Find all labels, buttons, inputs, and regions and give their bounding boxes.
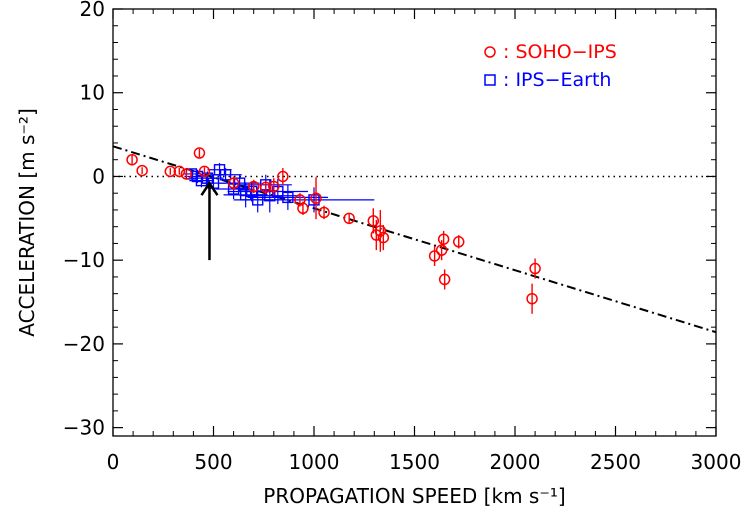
soho-ips-point: [180, 168, 193, 180]
y-tick-label: 0: [92, 164, 105, 188]
y-tick-label: −10: [63, 248, 105, 272]
soho-ips-point: [343, 212, 355, 225]
legend-label-soho-ips: : SOHO−IPS: [503, 41, 617, 63]
soho-ips-point: [260, 181, 272, 194]
soho-ips-point: [374, 225, 387, 237]
soho-ips-point: [435, 244, 448, 256]
soho-ips-point: [136, 164, 148, 177]
legend: : SOHO−IPS : IPS−Earth: [484, 41, 617, 91]
legend-series-name: SOHO−IPS: [515, 41, 616, 63]
plot-frame: [112, 8, 717, 437]
legend-square-marker: [484, 74, 496, 86]
soho-ips-point: [428, 250, 441, 262]
x-tick-label: 500: [194, 450, 232, 474]
y-tick-label: −20: [63, 332, 105, 356]
y-axis-title: ACCELERATION [m s⁻²]: [15, 108, 39, 337]
soho-ips-point: [126, 153, 138, 166]
soho-ips-point: [268, 180, 280, 193]
soho-ips-point: [310, 192, 322, 204]
soho-ips-point: [173, 165, 186, 178]
y-tick-labels: 20 10 0 −10 −20 −30: [63, 0, 105, 440]
soho-ips-point: [318, 206, 330, 219]
ips-earth-point: [282, 191, 294, 204]
ips-earth-point: [219, 169, 232, 181]
y-tick-label: 20: [80, 0, 105, 21]
soho-ips-point: [277, 170, 289, 183]
ips-earth-point: [308, 194, 320, 206]
x-axis-title: PROPAGATION SPEED [km s⁻¹]: [263, 484, 565, 508]
soho-ips-series: [126, 147, 541, 314]
soho-ips-point: [437, 233, 450, 245]
soho-ips-point: [247, 180, 260, 193]
legend-colon: :: [503, 69, 515, 91]
soho-ips-point: [198, 165, 211, 178]
soho-ips-point: [367, 215, 380, 227]
x-tick-label: 1000: [289, 450, 340, 474]
x-tick-label: 1500: [389, 450, 440, 474]
arrow-head: [200, 180, 219, 196]
y-tick-label: −30: [63, 416, 105, 440]
soho-ips-point: [377, 231, 390, 244]
legend-colon: :: [503, 41, 515, 63]
x-tick-label: 2000: [490, 450, 541, 474]
legend-circle-marker: [484, 46, 496, 58]
legend-series-name: IPS−Earth: [515, 69, 611, 91]
x-tick-labels: 0 500 1000 1500 2000 2500 3000: [107, 450, 742, 474]
fit-line: [112, 145, 717, 334]
soho-ips-point: [438, 273, 451, 286]
x-tick-label: 2500: [590, 450, 641, 474]
legend-label-ips-earth: : IPS−Earth: [503, 69, 611, 91]
ips-earth-point: [233, 177, 246, 189]
x-tick-label: 0: [107, 450, 120, 474]
soho-ips-point: [529, 262, 541, 275]
soho-ips-point: [193, 147, 206, 159]
soho-ips-point: [227, 177, 240, 189]
arrow-marker: [200, 180, 219, 261]
soho-ips-point: [297, 202, 309, 215]
soho-ips-point: [526, 292, 538, 305]
axis-ticks: [112, 8, 717, 436]
x-tick-label: 3000: [691, 450, 742, 474]
soho-ips-point: [452, 236, 465, 248]
soho-ips-point: [164, 165, 177, 178]
y-tick-label: 10: [80, 81, 105, 105]
